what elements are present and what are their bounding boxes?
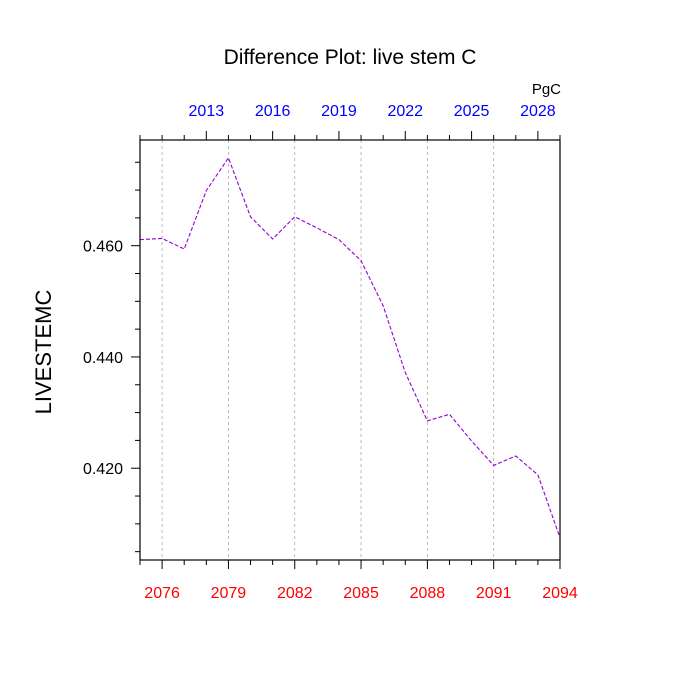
x-top-tick-label: 2019: [321, 103, 357, 120]
series-line: [139, 156, 561, 538]
x-top-tick-label: 2016: [255, 103, 291, 120]
y-axis-label: LIVESTEMC: [31, 290, 56, 415]
x-bottom-tick-label: 2079: [211, 585, 247, 602]
y-tick-label: 0.420: [83, 461, 123, 478]
x-bottom-tick-label: 2085: [343, 585, 379, 602]
x-bottom-tick-label: 2082: [277, 585, 313, 602]
plot-frame: [139, 139, 561, 561]
vertical-grid: [161, 140, 495, 560]
x-top-tick-label: 2028: [520, 103, 556, 120]
x-top-tick-label: 2013: [189, 103, 225, 120]
x-bottom-tick-label: 2076: [144, 585, 180, 602]
x-top-tick-label: 2025: [454, 103, 490, 120]
x-bottom-tick-label: 2088: [410, 585, 446, 602]
axes-layer: 2076 2079 2082 2085 2088 2091 2094 2013 2016 2019…: [83, 103, 578, 602]
units-label: PgC: [532, 81, 561, 98]
x-bottom-tick-label: 2091: [476, 585, 512, 602]
x-top-tick-label: 2022: [387, 103, 423, 120]
x-bottom-tick-label: 2094: [542, 585, 578, 602]
chart-title: Difference Plot: live stem C: [224, 46, 477, 69]
series-layer: [139, 156, 561, 538]
y-tick-label: 0.460: [83, 239, 123, 256]
y-tick-label: 0.440: [83, 350, 123, 367]
